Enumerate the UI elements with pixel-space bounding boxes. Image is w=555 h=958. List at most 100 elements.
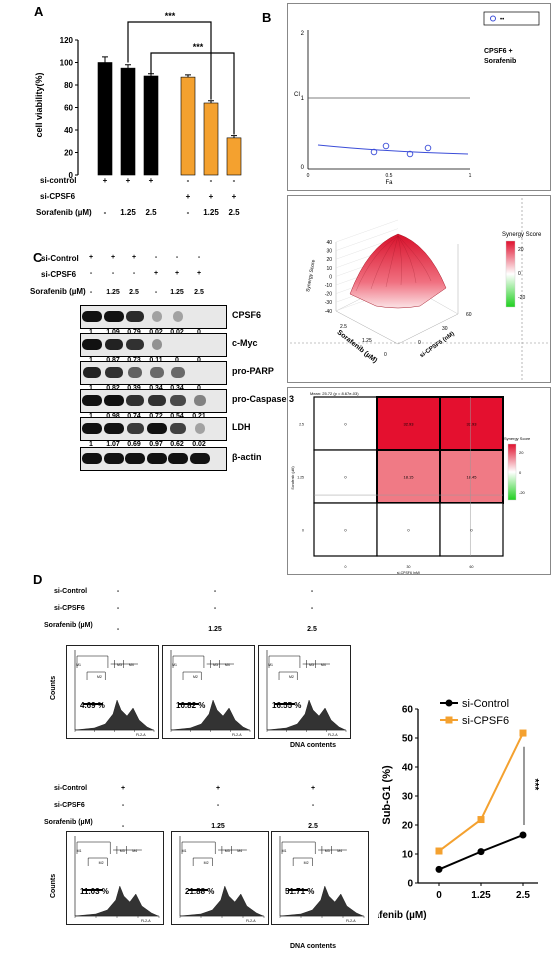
subg1-percentage: 51.71 % (285, 887, 315, 896)
heatmap-cell-value: 0 (344, 422, 347, 427)
blot-protein-label: CPSF6 (232, 310, 262, 320)
blot-quant-value: 0.39 (122, 385, 146, 392)
blot-band (168, 453, 188, 464)
panel-c-letter: C (33, 250, 43, 265)
ci-legend-text: CPSF6 + (484, 48, 513, 55)
y-tick-label: 40 (64, 126, 73, 135)
blot-band (125, 453, 145, 464)
line-x-tick-label: 0 (436, 890, 442, 901)
surface-z-tick: 30 (326, 249, 332, 255)
histogram-distribution (170, 699, 250, 731)
condition-value: 1.25 (120, 208, 136, 217)
blot-quant-value: 0.97 (149, 441, 163, 448)
series-point (477, 816, 485, 824)
blot-quant-value: 0.34 (144, 385, 168, 392)
line-x-tick-label: 1.25 (471, 890, 491, 901)
heatmap-legend-tick: 20 (519, 450, 524, 455)
ci-y-tick: 2 (301, 31, 305, 37)
panel-d-letter: D (33, 572, 43, 587)
condition-value: + (185, 192, 191, 201)
histogram-gate (76, 655, 109, 668)
blot-header-value: + (88, 254, 94, 261)
blot-band (169, 423, 187, 434)
subg1-percentage: 10.82 % (176, 701, 206, 710)
bar (143, 75, 159, 176)
blot-protein-label: c-Myc (232, 338, 258, 348)
blot-band (147, 453, 167, 464)
heatmap-cell (439, 502, 504, 557)
blot-band (173, 311, 183, 322)
surface-grid-line (335, 228, 399, 251)
condition-value: - (103, 208, 107, 217)
condition-value: - (186, 176, 190, 185)
ci-data-point (406, 150, 414, 158)
flow-condition-value: - (116, 588, 120, 595)
histogram-plot: M1 M2 M3 M4 FL2-A (279, 836, 365, 923)
flow-condition-value: - (213, 605, 217, 612)
histogram-gate (302, 660, 330, 668)
bar (180, 76, 196, 176)
heatmap-title: Mean: 25.72 (p = 8.67e-03) (310, 391, 359, 396)
blot-quant-value: 0.79 (122, 329, 146, 336)
condition-value: - (209, 176, 213, 185)
legend-marker (445, 699, 453, 707)
surface-legend-tick: -20 (518, 295, 525, 301)
subg1-percentage: 16.55 % (272, 701, 302, 710)
blot-quant-value: 0 (165, 357, 189, 364)
histogram-axis-label: FL2-A (136, 733, 146, 737)
ci-plot: 2 1 0 CI 0 0.5 1 Fa •• CPSF6 + Sorafenib (294, 11, 540, 186)
condition-value: + (231, 192, 237, 201)
histogram-axis-label: FL2-A (246, 919, 256, 923)
heatmap-cell (376, 449, 441, 504)
heatmap-legend-bar (507, 443, 517, 501)
line-y-tick-label: 50 (402, 734, 414, 745)
series-point (519, 831, 527, 839)
surface-z-tick: 0 (329, 274, 332, 280)
condition-value: 1.25 (203, 208, 219, 217)
bar (226, 137, 242, 176)
flow-condition-value: - (121, 823, 125, 830)
flow-condition-label: si-CPSF6 (54, 802, 85, 809)
blot-band (82, 453, 102, 464)
surface-y-tick: 60 (466, 312, 472, 318)
significance-label: *** (193, 42, 204, 52)
blot-quant-value: 1 (79, 413, 103, 420)
blot-strip (80, 389, 227, 413)
ci-x-tick: 1 (469, 173, 472, 179)
blot-header-value: 2.5 (194, 289, 204, 296)
blot-band (190, 453, 210, 464)
histogram-gate-label: M4 (129, 663, 134, 667)
flow-histogram: M1 M2 M3 M4 FL2-A (66, 645, 159, 739)
surface-legend-title: Synergy Score (502, 232, 542, 238)
y-tick-label: 100 (60, 59, 74, 68)
blot-header-value: + (196, 270, 202, 277)
blot-quant-value: 0.02 (192, 441, 206, 448)
surface-x-tick: 2.5 (340, 324, 347, 330)
subg1-percentage: 4.69 % (80, 701, 105, 710)
flow-condition-value: + (215, 785, 221, 792)
blot-header-value: + (131, 254, 137, 261)
blot-band (105, 367, 123, 378)
histogram-gate-label: M4 (225, 663, 230, 667)
heatmap-cell-value: 0 (470, 528, 473, 533)
blot-band (125, 311, 145, 322)
condition-value: - (232, 176, 236, 185)
blot-protein-label: pro-PARP (232, 366, 274, 376)
flow-condition-value: - (116, 626, 120, 633)
blot-band (104, 395, 124, 406)
histogram-gate (182, 671, 202, 680)
blot-protein-label: pro-Caspase 3 (232, 394, 295, 404)
histogram-gate (110, 660, 138, 668)
condition-value: 2.5 (145, 208, 157, 217)
bar (120, 67, 136, 176)
blot-header-label: Sorafenib (µM) (30, 287, 86, 296)
histogram-plot: M1 M2 M3 M4 FL2-A (266, 650, 347, 737)
line-y-tick-label: 40 (402, 763, 414, 774)
line-x-tick-label: 2.5 (516, 890, 530, 901)
blot-band (128, 367, 142, 378)
series-point (435, 847, 443, 855)
significance-bracket (127, 21, 212, 100)
heatmap-cell-value: 32.93 (403, 422, 414, 427)
surface-frame (335, 242, 459, 345)
heatmap-col-label: 60 (470, 565, 474, 569)
